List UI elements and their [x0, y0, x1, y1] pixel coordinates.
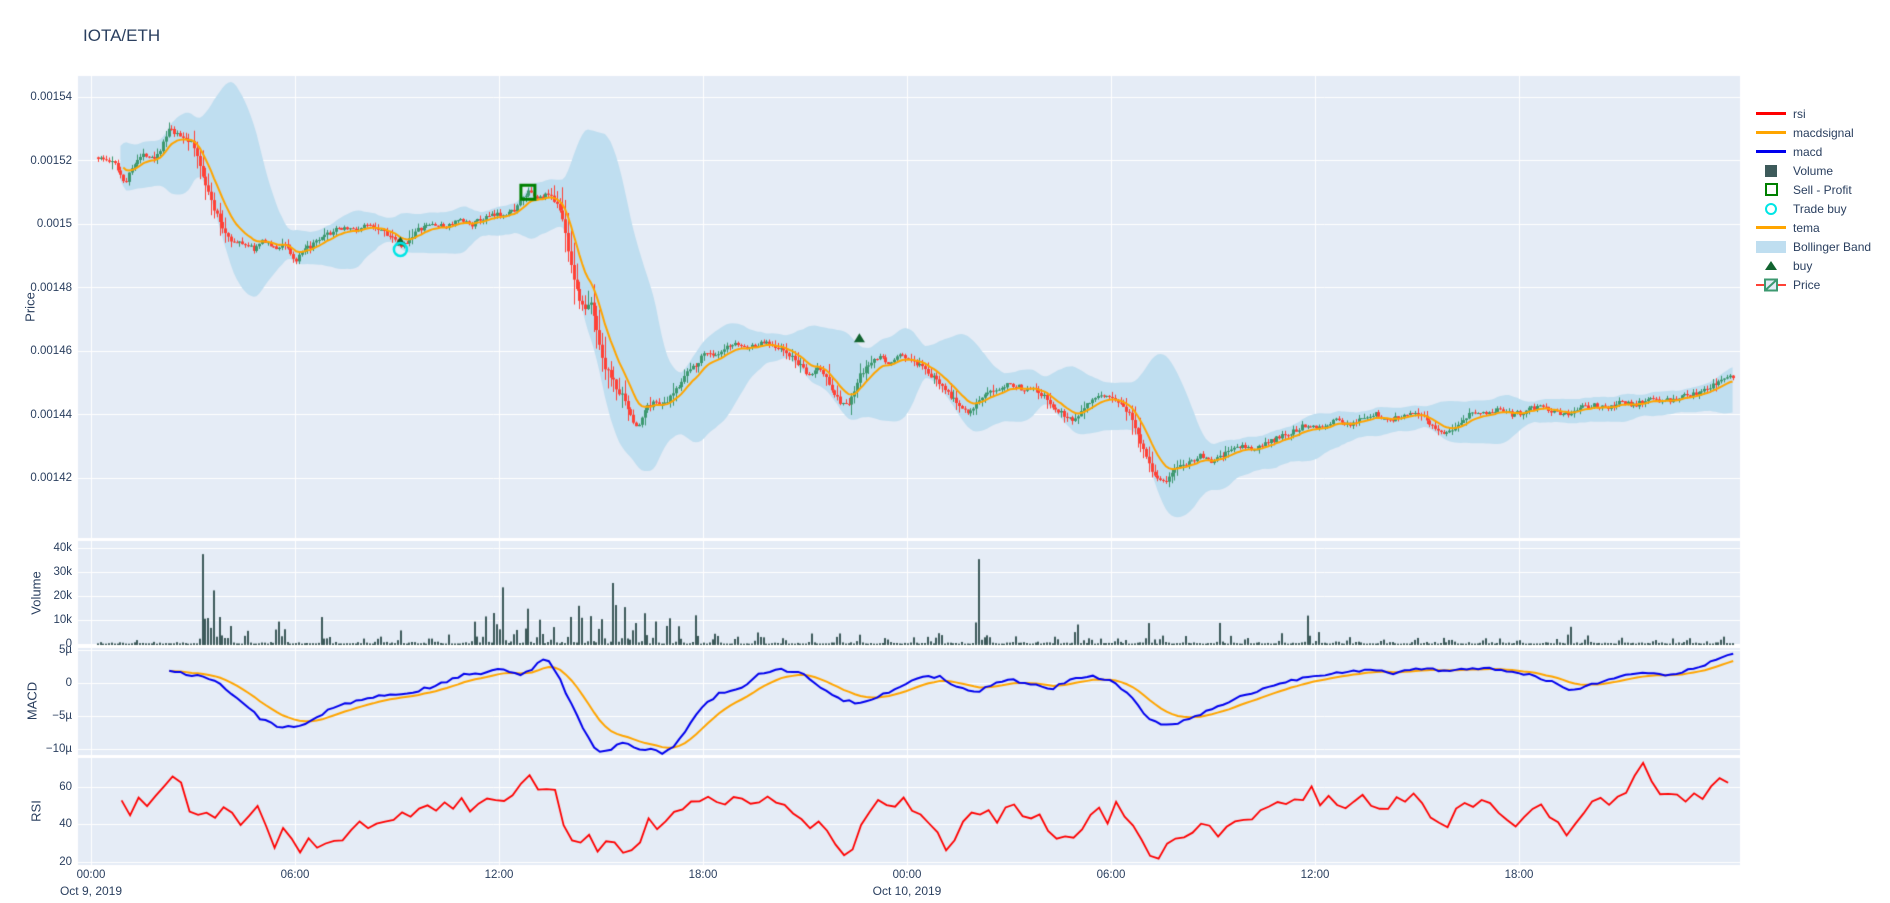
rsi-tick-label: 40: [59, 818, 72, 830]
price-tick-label: 0.00146: [30, 345, 72, 357]
legend-item-volume[interactable]: Volume: [1754, 161, 1871, 180]
legend-item-bollinger-band[interactable]: Bollinger Band: [1754, 237, 1871, 256]
price-axis-title: Price: [22, 292, 38, 322]
price-swatch-icon: [1754, 277, 1788, 293]
macd-tick-label: −10µ: [45, 743, 72, 755]
x-tick-label: 00:00: [76, 869, 106, 881]
x-date-label: Oct 10, 2019: [872, 884, 942, 898]
x-date-label: Oct 9, 2019: [59, 884, 123, 898]
legend-label: tema: [1793, 220, 1820, 235]
legend-label: buy: [1793, 258, 1813, 273]
legend-item-trade-buy[interactable]: Trade buy: [1754, 199, 1871, 218]
price-tick-label: 0.00148: [30, 281, 72, 294]
trade-buy-swatch-icon: [1754, 202, 1788, 215]
x-tick-label: 06:00: [280, 869, 310, 881]
legend-label: Trade buy: [1793, 201, 1847, 216]
macdsignal-swatch-icon: [1754, 131, 1788, 134]
rsi-tick-label: 60: [59, 780, 72, 793]
price-tick-label: 0.00152: [30, 154, 72, 167]
x-tick-label: 18:00: [688, 869, 718, 881]
legend-item-buy[interactable]: buy: [1754, 256, 1871, 275]
legend-item-tema[interactable]: tema: [1754, 218, 1871, 237]
x-tick-label: 06:00: [1096, 869, 1126, 881]
legend-item-price[interactable]: Price: [1754, 275, 1871, 294]
rsi-tick-label: 20: [59, 855, 72, 868]
legend-label: macdsignal: [1793, 125, 1854, 140]
legend-item-sell-profit[interactable]: Sell - Profit: [1754, 180, 1871, 199]
volume-tick-label: 10k: [53, 614, 72, 626]
volume-swatch-icon: [1754, 164, 1788, 177]
x-tick-label: 18:00: [1504, 869, 1534, 881]
legend-item-macdsignal[interactable]: macdsignal: [1754, 123, 1871, 142]
x-tick-label: 12:00: [484, 869, 514, 881]
legend-item-rsi[interactable]: rsi: [1754, 104, 1871, 123]
legend-item-macd[interactable]: macd: [1754, 142, 1871, 161]
sell-profit-swatch-icon: [1754, 183, 1788, 196]
legend-label: Sell - Profit: [1793, 182, 1852, 197]
volume-tick-label: 30k: [53, 566, 72, 578]
x-tick-label: 00:00: [892, 869, 922, 881]
price-tick-label: 0.00144: [30, 408, 72, 421]
legend-label: Volume: [1793, 163, 1834, 178]
bollinger-band-swatch-icon: [1754, 240, 1788, 253]
legend-label: rsi: [1793, 106, 1806, 121]
macd-tick-label: 0: [65, 677, 72, 689]
chart-title: IOTA/ETH: [83, 26, 161, 45]
price-tick-label: 0.00154: [30, 91, 72, 103]
volume-tick-label: 0: [65, 638, 72, 650]
tema-swatch-icon: [1754, 226, 1788, 229]
legend-label: Bollinger Band: [1793, 239, 1872, 254]
x-tick-label: 12:00: [1300, 869, 1330, 881]
macd-swatch-icon: [1754, 150, 1788, 153]
volume-tick-label: 20k: [53, 590, 72, 602]
legend-label: macd: [1793, 144, 1823, 159]
legend: rsi macdsignal macd Volume Sell - Profit Trad…: [1754, 104, 1871, 294]
macd-tick-label: −5µ: [52, 710, 72, 722]
legend-label: Price: [1793, 277, 1821, 292]
buy-swatch-icon: [1754, 261, 1788, 270]
volume-tick-label: 40k: [53, 542, 72, 554]
rsi-swatch-icon: [1754, 112, 1788, 115]
price-tick-label: 0.00142: [30, 472, 72, 484]
macd-tick-label: 5µ: [58, 644, 72, 656]
price-tick-label: 0.0015: [36, 218, 72, 230]
